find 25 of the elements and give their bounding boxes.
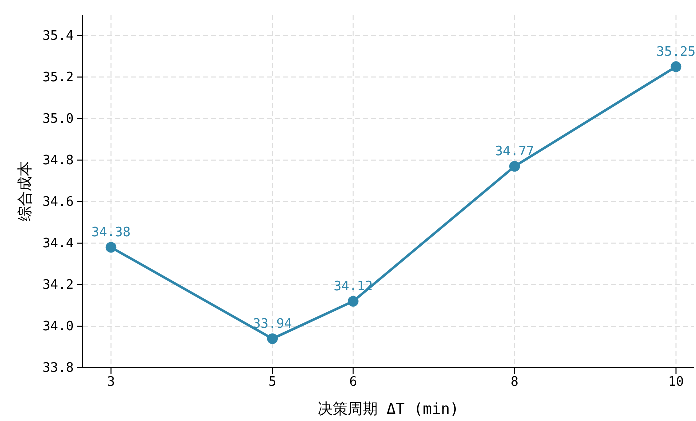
data-label: 34.38 <box>92 226 131 241</box>
y-tick-label: 34.2 <box>42 278 74 294</box>
y-axis-title: 综合成本 <box>16 162 34 222</box>
data-label: 33.94 <box>253 316 292 332</box>
x-tick-label: 5 <box>268 375 277 390</box>
y-tick-label: 34.8 <box>42 154 74 169</box>
x-tick-label: 10 <box>668 375 684 390</box>
y-tick-label: 33.8 <box>42 361 74 376</box>
y-tick-label: 35.4 <box>42 28 74 44</box>
y-tick-label: 34.0 <box>42 320 74 335</box>
data-label: 34.77 <box>495 144 534 160</box>
point <box>670 62 682 72</box>
point <box>348 296 359 307</box>
y-tick-label: 35.2 <box>42 70 74 86</box>
y-tick-label: 34.4 <box>42 236 74 252</box>
x-axis-title: 决策周期 ΔT (min) <box>318 400 460 418</box>
point <box>509 161 520 172</box>
y-tick-label: 34.6 <box>42 195 74 210</box>
x-tick-label: 3 <box>107 375 116 390</box>
y-tick-label: 35.0 <box>42 112 74 127</box>
point <box>267 334 278 344</box>
point <box>106 242 117 253</box>
data-label: 35.25 <box>656 44 696 60</box>
x-tick-label: 8 <box>510 375 519 390</box>
x-tick-label: 6 <box>349 375 358 390</box>
